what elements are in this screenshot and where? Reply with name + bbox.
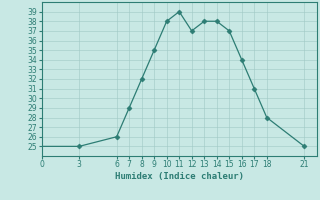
X-axis label: Humidex (Indice chaleur): Humidex (Indice chaleur) <box>115 172 244 181</box>
